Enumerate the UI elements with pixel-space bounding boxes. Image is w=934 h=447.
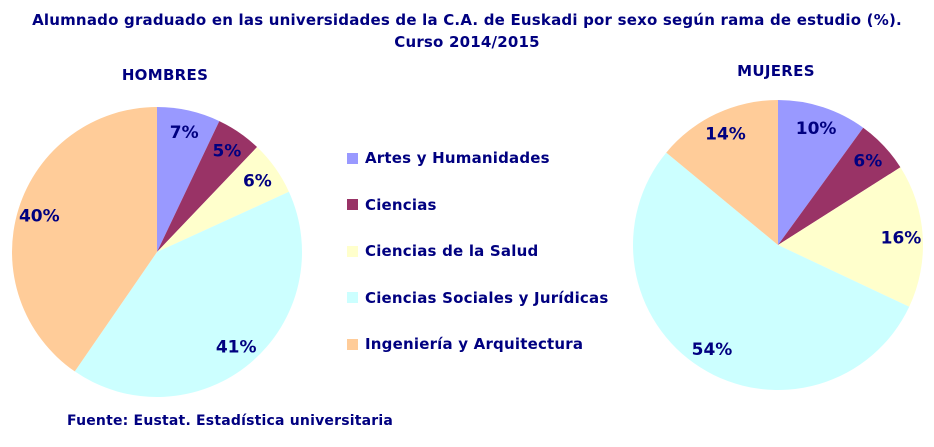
- pie-slice-ciencias: [778, 127, 901, 245]
- legend-item: Artes y Humanidades: [347, 135, 617, 182]
- legend-item: Ciencias: [347, 182, 617, 229]
- pie-slice-ingenieria-y-arquitectura: [666, 100, 778, 245]
- pie-value-label: 5%: [212, 142, 241, 162]
- pie-slice-ingenieria-y-arquitectura: [12, 107, 158, 372]
- pie-slice-ciencias-sociales-y-juridicas: [74, 191, 303, 397]
- legend-label: Ciencias de la Salud: [365, 242, 539, 261]
- legend-item: Ingeniería y Arquitectura: [347, 321, 617, 368]
- pie-value-label: 54%: [692, 340, 733, 360]
- pie-slice-ciencias-sociales-y-juridicas: [633, 152, 910, 391]
- legend-swatch-icon: [347, 199, 358, 211]
- pie-slice-artes-y-humanidades: [157, 107, 220, 252]
- pie-value-label: 40%: [19, 206, 60, 226]
- pie-slice-ciencias-de-la-salud: [157, 147, 289, 252]
- pie-slice-ciencias: [157, 121, 258, 252]
- legend-item: Ciencias de la Salud: [347, 228, 617, 275]
- pie-slice-ciencias-de-la-salud: [778, 167, 924, 307]
- source-note: Fuente: Eustat. Estadística universitari…: [67, 413, 394, 429]
- pie-value-label: 41%: [216, 337, 257, 357]
- chart-legend: Artes y Humanidades Ciencias Ciencias de…: [347, 135, 617, 368]
- pie-slice-artes-y-humanidades: [778, 100, 864, 245]
- chart-title: Alumnado graduado en las universidades d…: [32, 11, 902, 51]
- legend-label: Ciencias Sociales y Jurídicas: [365, 288, 609, 307]
- legend-swatch-icon: [347, 245, 358, 257]
- legend-swatch-icon: [347, 292, 358, 304]
- mujeres-subtitle: MUJERES: [737, 62, 815, 80]
- mujeres-pie-chart: 10% 6% 16% 54% 14%: [633, 100, 924, 391]
- pie-value-label: 7%: [170, 123, 199, 143]
- pie-value-label: 6%: [243, 172, 272, 192]
- pie-value-label: 14%: [705, 125, 746, 145]
- pie-value-label: 16%: [881, 228, 922, 248]
- legend-label: Ingeniería y Arquitectura: [365, 335, 584, 354]
- hombres-subtitle: HOMBRES: [121, 66, 209, 84]
- legend-item: Ciencias Sociales y Jurídicas: [347, 275, 617, 322]
- legend-swatch-icon: [347, 152, 358, 164]
- pie-value-label: 6%: [853, 152, 882, 172]
- legend-swatch-icon: [347, 338, 358, 350]
- pie-value-label: 10%: [796, 119, 837, 139]
- legend-label: Ciencias: [365, 195, 437, 214]
- legend-label: Artes y Humanidades: [365, 149, 550, 168]
- hombres-pie-chart: 7% 5%6% 41% 40%: [12, 107, 303, 397]
